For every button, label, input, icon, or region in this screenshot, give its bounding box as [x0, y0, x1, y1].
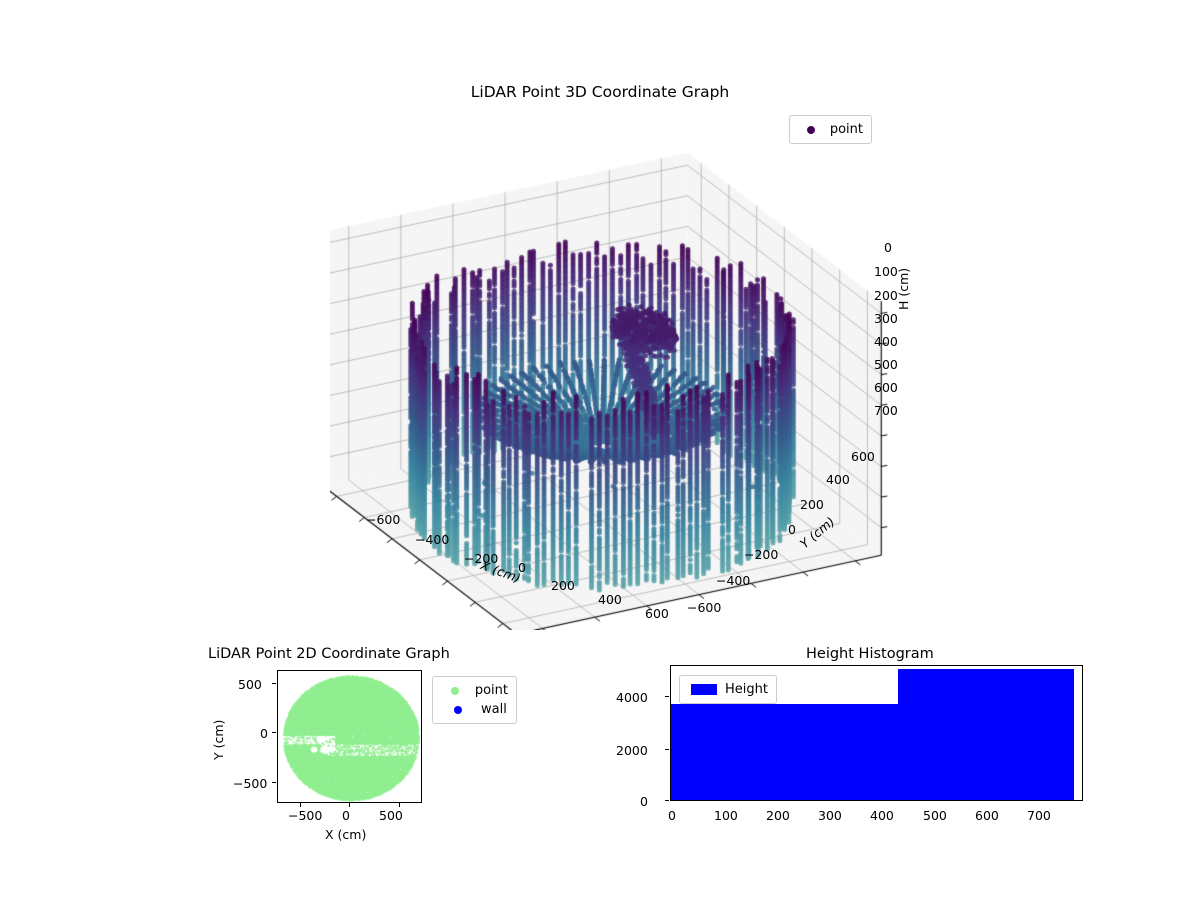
tick-hist-x-4: 400 [870, 808, 894, 823]
tick-2d-y-0: 500 [238, 677, 262, 692]
legend-label: point [824, 122, 863, 137]
tickmark-2d-x-0 [300, 803, 301, 807]
tick-z-6: 600 [874, 380, 898, 395]
tick-hist-x-7: 700 [1027, 808, 1051, 823]
legend-label: wall [475, 702, 507, 717]
legend-label: point [469, 683, 508, 698]
tick-hist-x-1: 100 [714, 808, 738, 823]
tickmark-2d-y-2 [272, 782, 276, 783]
tick-z-4: 400 [874, 334, 898, 349]
tick-hist-x-2: 200 [766, 808, 790, 823]
tick-2d-y-2: −500 [233, 776, 267, 791]
legend-histogram[interactable]: Height [679, 675, 777, 704]
tick-2d-x-1: 0 [342, 808, 350, 823]
legend-entry-height: Height [688, 680, 768, 699]
axis-label-z: H (cm) [896, 268, 911, 310]
tick-2d-x-0: −500 [288, 808, 322, 823]
legend-entry-wall: wall [441, 700, 508, 719]
tick-2d-y-1: 0 [260, 726, 268, 741]
legend-2d[interactable]: point wall [432, 676, 517, 724]
scatter2d-canvas [278, 671, 422, 803]
tick-y-2: 200 [800, 497, 824, 512]
panel-hist-title: Height Histogram [806, 646, 934, 662]
tickmark-2d-y-0 [272, 683, 276, 684]
tick-x-6: 600 [645, 606, 669, 621]
tick-y-1: 400 [826, 472, 850, 487]
tick-2d-x-2: 500 [379, 808, 403, 823]
tick-hist-x-0: 0 [668, 808, 676, 823]
tick-y-5: −400 [716, 573, 750, 588]
tick-z-3: 300 [874, 311, 898, 326]
legend-entry-point: point [798, 120, 863, 139]
tick-hist-x-3: 300 [818, 808, 842, 823]
figure-canvas: LiDAR Point 3D Coordinate Graph point −6… [0, 0, 1200, 900]
legend-label: Height [719, 682, 768, 697]
tick-z-2: 200 [874, 288, 898, 303]
tick-z-1: 100 [874, 264, 898, 279]
tick-x-0: −600 [366, 512, 400, 527]
tick-hist-y-1: 2000 [616, 743, 648, 758]
axes-3d-lidar[interactable] [330, 140, 900, 630]
tick-hist-y-2: 4000 [616, 690, 648, 705]
legend-entry-point: point [441, 681, 508, 700]
tick-hist-x-6: 600 [975, 808, 999, 823]
tickmark-hist-y-0 [665, 800, 669, 801]
tick-x-5: 400 [598, 592, 622, 607]
tick-hist-x-5: 500 [923, 808, 947, 823]
tick-z-0: 0 [884, 240, 892, 255]
histogram-bar [898, 669, 1074, 800]
tickmark-2d-x-1 [349, 803, 350, 807]
tick-y-0: 600 [851, 449, 875, 464]
tick-z-7: 700 [874, 403, 898, 418]
axis-label-2d-y: Y (cm) [211, 720, 226, 760]
tick-y-3: 0 [788, 522, 796, 537]
tickmark-2d-x-2 [399, 803, 400, 807]
legend-marker-icon [798, 126, 824, 134]
tick-y-6: −600 [687, 600, 721, 615]
tick-y-4: −200 [744, 547, 778, 562]
scatter3d-canvas [330, 140, 900, 630]
histogram-bar [671, 704, 898, 800]
tick-x-1: −400 [415, 532, 449, 547]
legend-marker-icon [441, 687, 469, 695]
panel-3d-title: LiDAR Point 3D Coordinate Graph [0, 83, 1200, 101]
axes-2d-lidar[interactable] [277, 670, 422, 803]
tickmark-2d-y-1 [272, 732, 276, 733]
tick-hist-y-0: 0 [640, 794, 648, 809]
tickmark-hist-y-2 [665, 696, 669, 697]
axis-label-2d-x: X (cm) [325, 827, 366, 842]
tick-x-4: 200 [551, 578, 575, 593]
tickmark-hist-y-1 [665, 749, 669, 750]
legend-marker-icon [441, 706, 475, 714]
panel-2d-title: LiDAR Point 2D Coordinate Graph [208, 646, 450, 662]
legend-bar-icon [688, 684, 719, 695]
tick-z-5: 500 [874, 357, 898, 372]
